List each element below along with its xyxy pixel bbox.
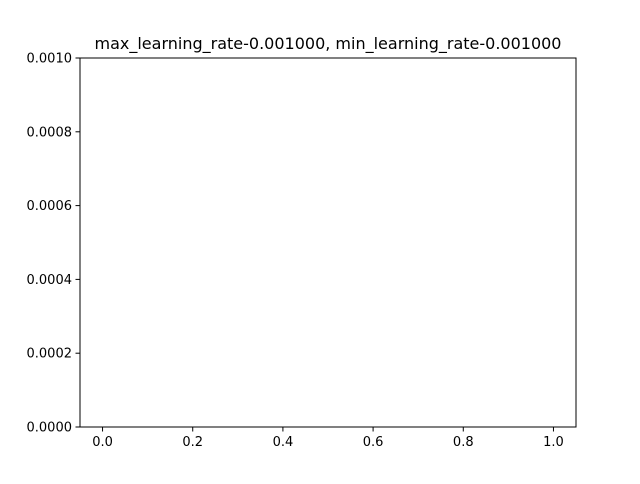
chart-title: max_learning_rate-0.001000, min_learning… [95, 34, 562, 54]
x-tick-label: 0.8 [453, 435, 474, 450]
y-axis-ticks: 0.0000 0.0002 0.0004 0.0006 0.0008 0.0010 [27, 52, 80, 436]
x-tick-label: 1.0 [543, 435, 564, 450]
x-tick-label: 0.4 [273, 435, 294, 450]
x-axis-ticks: 0.0 0.2 0.4 0.6 0.8 1.0 [92, 427, 564, 450]
y-tick-label: 0.0002 [27, 347, 73, 362]
plot-area [80, 58, 576, 427]
y-tick-label: 0.0008 [27, 125, 73, 140]
x-tick-label: 0.2 [182, 435, 203, 450]
y-tick-label: 0.0006 [27, 199, 73, 214]
y-tick-label: 0.0010 [27, 52, 73, 67]
x-tick-label: 0.6 [363, 435, 384, 450]
plot-frame [79, 57, 577, 428]
y-tick-label: 0.0000 [27, 421, 73, 436]
x-tick-label: 0.0 [92, 435, 113, 450]
y-tick-label: 0.0004 [27, 273, 73, 288]
